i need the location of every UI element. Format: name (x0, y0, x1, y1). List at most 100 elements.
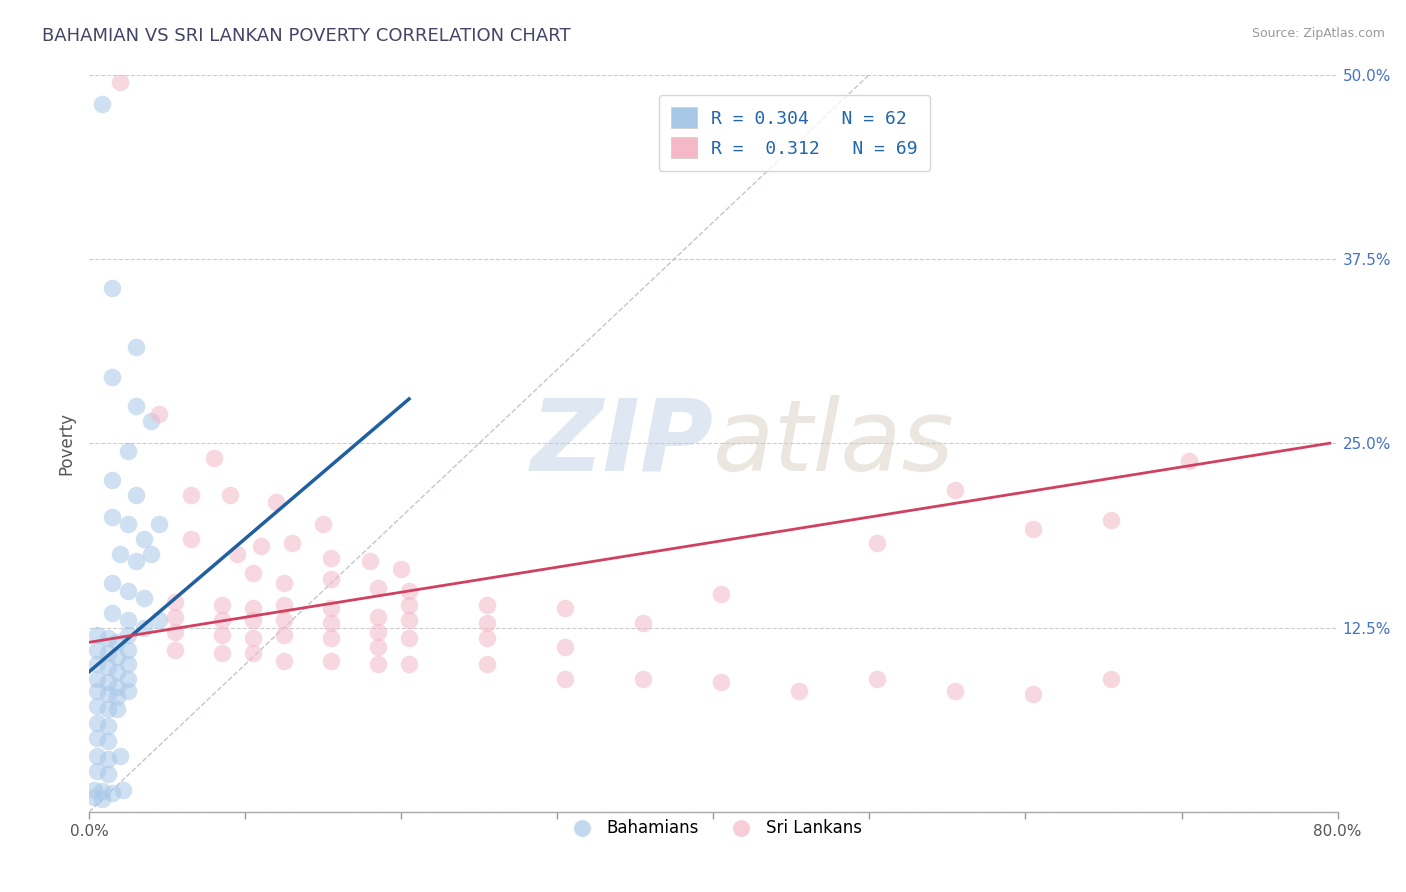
Point (105, 635, 128, 649)
Point (97, 766, 120, 780)
Point (163, 642, 186, 657)
Point (273, 628, 295, 642)
Point (226, 547, 249, 561)
Point (163, 595, 186, 609)
Point (117, 657, 139, 672)
Point (398, 613, 420, 627)
Point (97, 734, 120, 748)
Text: atlas: atlas (713, 394, 955, 491)
Point (101, 281, 124, 295)
Point (273, 613, 295, 627)
Point (117, 517, 139, 532)
Point (101, 576, 124, 591)
Point (117, 684, 139, 698)
Point (398, 631, 420, 645)
Point (319, 572, 342, 586)
Point (312, 517, 335, 532)
Point (475, 616, 498, 631)
Point (475, 657, 498, 672)
Point (90, 97, 112, 112)
Point (132, 591, 155, 605)
Point (1178, 454, 1201, 468)
Point (631, 672, 654, 686)
Point (97, 660, 120, 674)
Point (101, 606, 124, 620)
Point (97, 687, 120, 701)
Point (86, 657, 108, 672)
Text: ZIP: ZIP (530, 394, 713, 491)
Point (86, 642, 108, 657)
Point (125, 400, 148, 414)
Point (90, 791, 112, 805)
Point (242, 601, 264, 615)
Point (273, 576, 295, 591)
Point (866, 536, 889, 550)
Point (242, 631, 264, 645)
Legend: Bahamians, Sri Lankans: Bahamians, Sri Lankans (558, 813, 869, 844)
Point (281, 536, 304, 550)
Point (319, 631, 342, 645)
Point (1099, 513, 1122, 527)
Point (117, 443, 139, 458)
Point (319, 655, 342, 669)
Point (117, 583, 139, 598)
Point (83, 790, 105, 805)
Point (631, 616, 654, 631)
Point (319, 616, 342, 631)
Point (211, 646, 233, 660)
Point (97, 719, 120, 733)
Point (273, 599, 295, 613)
Point (148, 407, 170, 421)
Point (101, 510, 124, 524)
Point (180, 488, 202, 502)
Point (211, 599, 233, 613)
Point (319, 551, 342, 566)
Point (273, 655, 295, 669)
Point (319, 601, 342, 615)
Point (101, 369, 124, 384)
Point (112, 782, 135, 797)
Point (359, 554, 381, 568)
Point (202, 450, 225, 465)
Point (105, 650, 128, 665)
Point (1099, 672, 1122, 686)
Point (148, 517, 170, 532)
Point (86, 672, 108, 686)
Point (475, 599, 498, 613)
Point (86, 731, 108, 746)
Point (97, 675, 120, 690)
Point (86, 698, 108, 713)
Point (866, 672, 889, 686)
Point (125, 488, 148, 502)
Point (367, 640, 389, 654)
Point (110, 748, 132, 763)
Point (110, 75, 132, 89)
Point (163, 624, 186, 639)
Point (86, 748, 108, 763)
Point (86, 716, 108, 731)
Point (97, 646, 120, 660)
Point (125, 554, 148, 568)
Point (367, 610, 389, 624)
Text: BAHAMIAN VS SRI LANKAN POVERTY CORRELATION CHART: BAHAMIAN VS SRI LANKAN POVERTY CORRELATI… (42, 27, 571, 45)
Point (389, 561, 412, 575)
Point (132, 532, 155, 546)
Point (398, 657, 420, 672)
Point (1022, 687, 1045, 701)
Point (180, 532, 202, 546)
Point (105, 680, 128, 694)
Point (787, 684, 810, 698)
Point (367, 581, 389, 595)
Point (83, 782, 105, 797)
Point (554, 672, 576, 686)
Point (101, 786, 124, 800)
Point (125, 340, 148, 354)
Point (86, 764, 108, 778)
Point (242, 566, 264, 580)
Point (218, 488, 240, 502)
Point (132, 621, 155, 635)
Point (211, 613, 233, 627)
Text: Source: ZipAtlas.com: Source: ZipAtlas.com (1251, 27, 1385, 40)
Point (249, 540, 271, 554)
Y-axis label: Poverty: Poverty (58, 412, 75, 475)
